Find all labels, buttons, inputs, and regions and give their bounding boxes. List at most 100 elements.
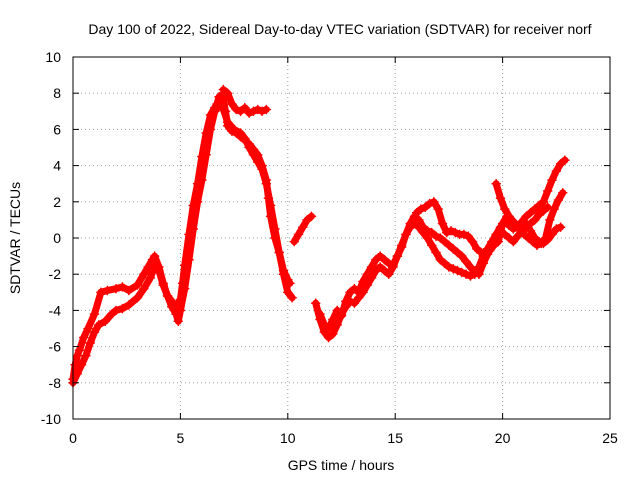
data-point	[424, 198, 435, 209]
data-point	[555, 222, 566, 232]
data-point	[474, 262, 484, 272]
data-point	[171, 309, 181, 319]
data-point	[248, 149, 259, 160]
data-point	[530, 215, 540, 225]
series-track-b	[68, 99, 297, 388]
data-point	[508, 236, 519, 247]
series-band	[69, 91, 294, 383]
data-point	[332, 320, 343, 330]
data-point	[167, 301, 177, 312]
data-point	[345, 296, 355, 307]
data-point	[379, 265, 390, 276]
data-point	[439, 258, 450, 269]
data-point	[534, 200, 544, 211]
data-point	[216, 99, 227, 109]
x-axis-label: GPS time / hours	[288, 457, 395, 473]
data-point	[72, 368, 83, 379]
data-point	[336, 309, 347, 319]
data-point	[244, 142, 254, 153]
data-point	[283, 287, 293, 298]
data-point	[349, 298, 360, 308]
data-point	[76, 359, 87, 370]
data-point	[162, 291, 173, 301]
data-point	[392, 251, 403, 261]
data-point	[265, 200, 276, 211]
data-point	[497, 218, 508, 229]
data-point	[158, 280, 169, 290]
data-point	[235, 106, 246, 117]
data-point	[553, 195, 564, 205]
data-point	[549, 204, 559, 214]
data-point	[154, 265, 164, 276]
data-point	[465, 262, 476, 272]
data-point	[201, 149, 211, 160]
data-point	[448, 263, 458, 274]
data-point	[551, 224, 562, 234]
data-point	[547, 229, 557, 240]
y-tick-label: -2	[49, 266, 62, 282]
data-point	[542, 186, 553, 196]
data-point	[450, 227, 461, 238]
data-point	[139, 283, 149, 294]
data-point	[229, 124, 239, 135]
data-point	[538, 206, 549, 216]
data-point	[362, 280, 373, 290]
data-point	[435, 233, 446, 243]
data-point	[197, 175, 207, 185]
data-point	[111, 305, 121, 316]
data-point	[456, 251, 467, 261]
data-point	[396, 240, 407, 251]
data-point	[100, 316, 111, 327]
data-point	[117, 282, 128, 292]
data-point	[222, 88, 233, 98]
x-tick-label: 15	[387, 430, 403, 446]
y-tick-label: -8	[49, 375, 62, 391]
data-point	[405, 222, 416, 232]
data-point	[379, 254, 390, 265]
data-point	[383, 269, 394, 279]
data-point	[499, 204, 510, 214]
data-point	[444, 240, 454, 251]
data-point	[375, 251, 385, 261]
data-point	[274, 247, 285, 258]
data-point	[495, 193, 506, 203]
data-point	[538, 238, 549, 249]
data-point	[444, 262, 454, 272]
series-band	[316, 156, 569, 332]
data-point	[227, 99, 237, 109]
data-point	[340, 301, 351, 312]
data-point	[484, 245, 495, 256]
data-point	[469, 269, 480, 279]
data-point	[257, 164, 267, 175]
data-point	[257, 106, 267, 117]
data-point	[149, 262, 160, 272]
chart-title: Day 100 of 2022, Sidereal Day-to-day VTE…	[88, 21, 591, 37]
data-point	[173, 316, 184, 327]
data-point	[426, 240, 437, 251]
data-point	[371, 254, 381, 265]
data-point	[452, 265, 463, 276]
x-tick-label: 0	[69, 430, 77, 446]
data-point	[96, 287, 106, 298]
series-band	[69, 100, 296, 387]
data-point	[534, 236, 544, 247]
data-point	[388, 262, 398, 272]
data-point	[85, 338, 95, 348]
data-point	[519, 229, 529, 240]
series-track-c	[218, 84, 272, 118]
data-point	[472, 244, 482, 254]
data-point	[542, 202, 553, 213]
data-point	[435, 254, 446, 265]
data-point	[366, 273, 377, 283]
data-point	[145, 273, 156, 283]
data-point	[420, 202, 431, 213]
y-tick-label: 2	[53, 194, 61, 210]
data-point	[545, 215, 555, 225]
data-point	[293, 229, 304, 240]
data-point	[72, 350, 83, 361]
data-point	[426, 227, 437, 238]
data-point	[551, 166, 562, 176]
data-point	[409, 218, 420, 229]
data-point	[493, 236, 504, 247]
x-tick-label: 10	[280, 430, 296, 446]
